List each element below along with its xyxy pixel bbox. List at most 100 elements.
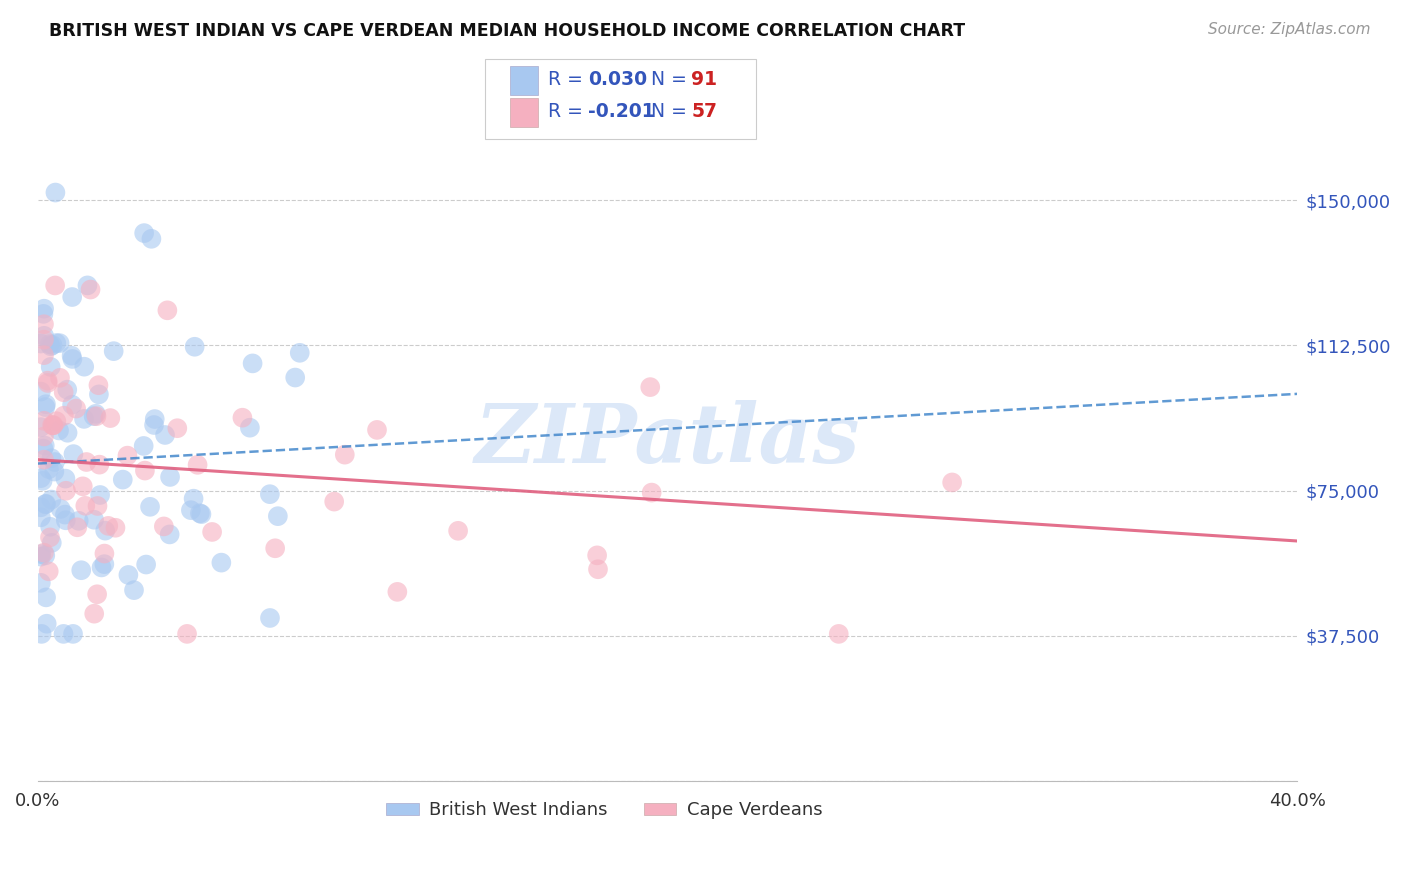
Text: R =: R = bbox=[548, 70, 582, 88]
Point bbox=[180, 503, 202, 517]
Point bbox=[55, 472, 77, 486]
Point bbox=[84, 407, 107, 421]
Point bbox=[73, 359, 96, 374]
Point bbox=[32, 328, 55, 343]
Point bbox=[42, 418, 65, 433]
Point bbox=[941, 475, 963, 490]
Point bbox=[183, 491, 205, 506]
Point bbox=[264, 541, 287, 556]
Point bbox=[188, 506, 211, 520]
Text: N =: N = bbox=[651, 70, 688, 88]
Point bbox=[60, 398, 83, 412]
Point bbox=[86, 409, 108, 424]
Point bbox=[104, 521, 127, 535]
Text: 0.030: 0.030 bbox=[588, 70, 647, 88]
Point bbox=[32, 301, 55, 316]
Point bbox=[209, 556, 232, 570]
Point bbox=[86, 587, 108, 601]
Point bbox=[39, 530, 62, 544]
Point bbox=[32, 414, 55, 428]
Point bbox=[288, 346, 311, 360]
Point bbox=[41, 451, 63, 466]
Point bbox=[34, 549, 56, 563]
Point bbox=[32, 546, 55, 560]
Point bbox=[366, 423, 388, 437]
Point bbox=[30, 384, 52, 399]
Point bbox=[153, 428, 176, 442]
Point bbox=[111, 473, 134, 487]
Point bbox=[31, 474, 53, 488]
Point bbox=[75, 499, 97, 513]
Point bbox=[35, 616, 58, 631]
Point bbox=[30, 336, 52, 351]
Point bbox=[49, 371, 72, 385]
FancyBboxPatch shape bbox=[485, 59, 755, 138]
Point bbox=[117, 449, 139, 463]
Point bbox=[41, 338, 63, 352]
Point bbox=[190, 507, 212, 521]
Point bbox=[79, 283, 101, 297]
Point bbox=[62, 627, 84, 641]
Point bbox=[44, 465, 66, 479]
Text: ZIPatlas: ZIPatlas bbox=[475, 400, 860, 480]
Point bbox=[37, 374, 59, 388]
Point bbox=[242, 356, 264, 370]
Point bbox=[586, 562, 609, 576]
Point bbox=[586, 549, 609, 563]
Text: 91: 91 bbox=[692, 70, 717, 88]
Point bbox=[122, 583, 145, 598]
Point bbox=[333, 448, 356, 462]
Point bbox=[52, 627, 75, 641]
Point bbox=[153, 519, 176, 533]
Point bbox=[70, 563, 93, 577]
Point bbox=[89, 458, 111, 472]
Point bbox=[34, 400, 56, 414]
Point bbox=[56, 383, 79, 397]
Point bbox=[55, 513, 77, 527]
Point bbox=[83, 607, 105, 621]
Point bbox=[166, 421, 188, 435]
Point bbox=[239, 420, 262, 434]
Point bbox=[32, 442, 55, 456]
Point bbox=[32, 348, 55, 362]
FancyBboxPatch shape bbox=[510, 98, 537, 127]
Point bbox=[284, 370, 307, 384]
Point bbox=[98, 411, 121, 425]
Point bbox=[60, 290, 83, 304]
Point bbox=[52, 409, 75, 423]
Point bbox=[73, 412, 96, 426]
Point bbox=[30, 549, 52, 564]
Point bbox=[42, 418, 65, 433]
Point bbox=[143, 412, 166, 426]
Point bbox=[55, 483, 77, 498]
Point bbox=[44, 186, 66, 200]
Point bbox=[38, 462, 60, 476]
Point bbox=[103, 344, 125, 359]
Point bbox=[87, 387, 110, 401]
Point bbox=[76, 278, 98, 293]
Legend: British West Indians, Cape Verdeans: British West Indians, Cape Verdeans bbox=[378, 794, 830, 826]
Point bbox=[34, 497, 56, 511]
FancyBboxPatch shape bbox=[510, 66, 537, 95]
Point bbox=[156, 303, 179, 318]
Point bbox=[183, 340, 205, 354]
Point bbox=[83, 409, 105, 423]
Point bbox=[30, 500, 52, 515]
Point bbox=[640, 485, 662, 500]
Point bbox=[447, 524, 470, 538]
Point bbox=[135, 558, 157, 572]
Point bbox=[30, 575, 52, 590]
Point bbox=[231, 410, 253, 425]
Point bbox=[35, 591, 58, 605]
Point bbox=[39, 520, 62, 534]
Point bbox=[323, 494, 346, 508]
Point bbox=[143, 417, 166, 432]
Point bbox=[53, 508, 76, 522]
Point bbox=[90, 560, 112, 574]
Point bbox=[176, 627, 198, 641]
Point bbox=[159, 470, 181, 484]
Point bbox=[259, 611, 281, 625]
Point bbox=[93, 547, 115, 561]
Point bbox=[34, 439, 56, 453]
Point bbox=[89, 488, 111, 502]
